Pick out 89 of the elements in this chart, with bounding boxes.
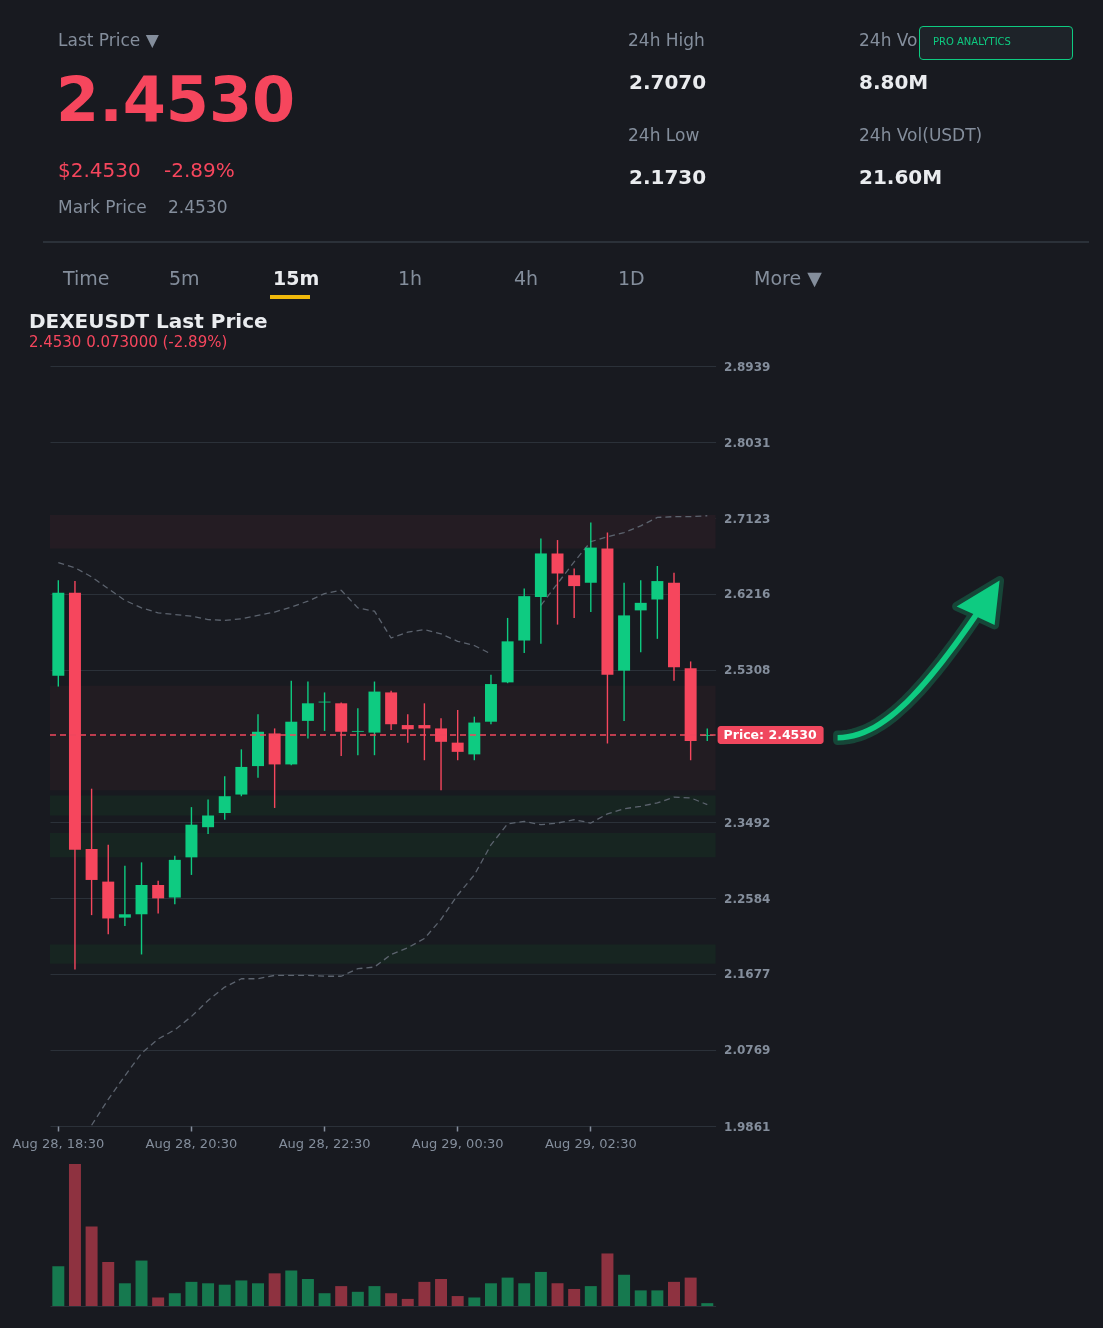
bar	[318, 1293, 331, 1306]
bar	[185, 1281, 198, 1306]
text: 2.1730	[629, 165, 707, 189]
bar	[601, 1253, 614, 1306]
y-tick-label: 2.8031	[724, 435, 771, 450]
bar	[85, 1226, 98, 1306]
bar	[335, 1286, 348, 1306]
x-tick-label: Aug 29, 00:30	[411, 1135, 504, 1151]
line-series	[90, 796, 708, 1126]
bar	[218, 1284, 231, 1306]
text: Mark Price	[58, 197, 147, 218]
bar	[684, 1277, 697, 1306]
bar	[584, 1286, 597, 1306]
bar	[484, 1283, 497, 1306]
text: More ▼	[754, 267, 822, 290]
text: 5m	[169, 267, 200, 290]
y-tick-label: 2.0769	[724, 1043, 771, 1058]
text: 24h Vol(USDT)	[859, 125, 983, 146]
bar	[385, 1293, 398, 1306]
bar	[368, 1286, 381, 1306]
chart-title: DEXEUSDT Last Price	[28, 309, 268, 333]
text: PRO ANALYTICS	[933, 36, 1011, 48]
x-tick-label: Aug 28, 20:30	[145, 1135, 238, 1151]
text: 21.60M	[859, 165, 943, 189]
y-tick-label: 2.6216	[724, 587, 771, 602]
text: 2.4530	[56, 63, 296, 136]
ref-line-label: Price: 2.4530	[723, 727, 817, 743]
bar	[68, 1164, 81, 1306]
candlestick	[152, 880, 165, 915]
candlestick	[351, 707, 364, 756]
candlestick	[551, 539, 564, 626]
text: 8.80M	[859, 70, 929, 94]
text: 1h	[398, 267, 423, 290]
bar	[152, 1297, 165, 1306]
candlestick	[301, 680, 314, 740]
text: 24h Low	[628, 125, 700, 146]
bar	[518, 1283, 531, 1306]
bar	[418, 1281, 431, 1306]
y-tick-label: 2.5308	[724, 663, 771, 678]
bar	[668, 1281, 680, 1306]
text: 2.7070	[629, 70, 707, 94]
text: Last Price ▼	[58, 30, 159, 51]
text: 1D	[618, 267, 645, 290]
chart-subtitle: 2.4530 0.073000 (-2.89%)	[28, 333, 228, 351]
text: Time	[63, 267, 110, 290]
bar	[534, 1271, 547, 1306]
bar	[618, 1274, 631, 1306]
bar	[168, 1293, 181, 1306]
candlestick	[651, 565, 664, 640]
x-tick-label: Aug 29, 02:30	[544, 1135, 637, 1151]
bar	[568, 1288, 581, 1306]
candlestick	[568, 567, 581, 619]
y-tick-label: 2.8939	[724, 359, 771, 374]
text: 4h	[514, 267, 539, 290]
bar	[135, 1260, 148, 1306]
bar	[268, 1273, 281, 1306]
text: 2.4530	[168, 197, 228, 218]
bar	[468, 1297, 481, 1306]
bar	[52, 1266, 65, 1306]
bar	[435, 1279, 448, 1306]
bar	[202, 1283, 215, 1306]
bar	[401, 1298, 414, 1306]
bar	[701, 1303, 714, 1306]
bar	[285, 1270, 298, 1306]
bar	[301, 1279, 314, 1306]
candlestick	[118, 865, 131, 927]
bar	[551, 1283, 564, 1306]
bar	[651, 1290, 664, 1306]
bar	[634, 1290, 647, 1306]
x-tick-label: Aug 28, 22:30	[278, 1135, 371, 1151]
text: $2.4530	[58, 158, 141, 182]
bar	[252, 1283, 264, 1306]
bar	[351, 1291, 364, 1306]
text: 15m	[273, 267, 320, 290]
text: 24h Vo	[859, 30, 918, 51]
candlestick	[634, 579, 647, 653]
bar	[235, 1280, 248, 1306]
text: 24h High	[628, 30, 705, 51]
text: -2.89%	[164, 158, 235, 182]
bar	[102, 1261, 115, 1306]
y-tick-label: 2.3492	[724, 815, 771, 830]
y-tick-label: 1.9861	[724, 1119, 771, 1134]
bar	[451, 1296, 464, 1306]
y-tick-label: 2.7123	[724, 511, 771, 526]
bar	[501, 1277, 514, 1306]
y-tick-label: 2.1677	[724, 967, 771, 982]
bar	[118, 1283, 131, 1306]
x-tick-label: Aug 28, 18:30	[12, 1135, 105, 1151]
y-tick-label: 2.2584	[724, 891, 771, 906]
